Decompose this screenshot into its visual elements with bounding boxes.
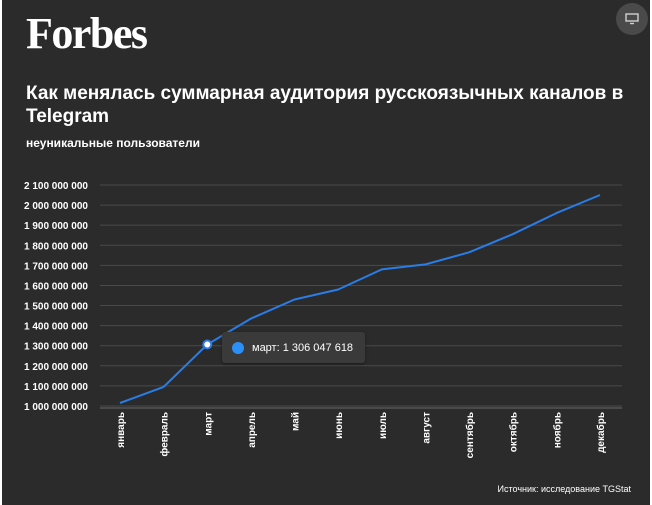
highlighted-data-point [202,339,213,350]
y-tick-label: 1 400 000 000 [24,322,88,333]
x-tick-label: октябрь [508,412,520,452]
chart-tooltip: март: 1 306 047 618 [222,332,366,363]
fullscreen-button[interactable] [616,3,648,35]
x-tick-label: ноябрь [551,412,563,448]
x-tick-label: декабрь [595,412,607,453]
forbes-logo: Forbes [26,9,148,58]
y-tick-label: 1 100 000 000 [24,382,88,393]
x-tick-label: март [203,412,214,436]
y-tick-label: 1 600 000 000 [24,281,88,292]
x-tick-label: июль [378,412,389,439]
y-tick-label: 2 100 000 000 [24,181,88,192]
tooltip-marker [232,341,244,354]
y-tick-label: 1 800 000 000 [24,241,88,252]
chart-title: Как менялась суммарная аудитория русскоя… [26,83,624,127]
y-tick-label: 2 000 000 000 [24,201,88,212]
series-line [119,194,601,404]
x-tick-label: август [421,412,432,444]
chart-subtitle: неуникальные пользователи [26,136,200,150]
monitor-icon [625,13,639,25]
x-tick-label: февраль [159,412,171,457]
y-tick-label: 1 300 000 000 [24,342,88,353]
x-tick-label: сентябрь [464,412,476,458]
x-tick-label: январь [116,412,127,448]
x-tick-label: апрель [247,412,258,448]
y-tick-label: 1 000 000 000 [24,402,88,413]
y-tick-label: 1 900 000 000 [24,221,88,232]
y-tick-label: 1 500 000 000 [24,302,88,313]
tooltip-label: март: 1 306 047 618 [252,341,354,354]
source-note: Источник: исследование TGStat [497,484,631,494]
x-tick-label: май [291,412,302,431]
y-tick-label: 1 700 000 000 [24,261,88,272]
x-tick-label: июнь [334,412,345,439]
y-tick-label: 1 200 000 000 [24,362,88,373]
